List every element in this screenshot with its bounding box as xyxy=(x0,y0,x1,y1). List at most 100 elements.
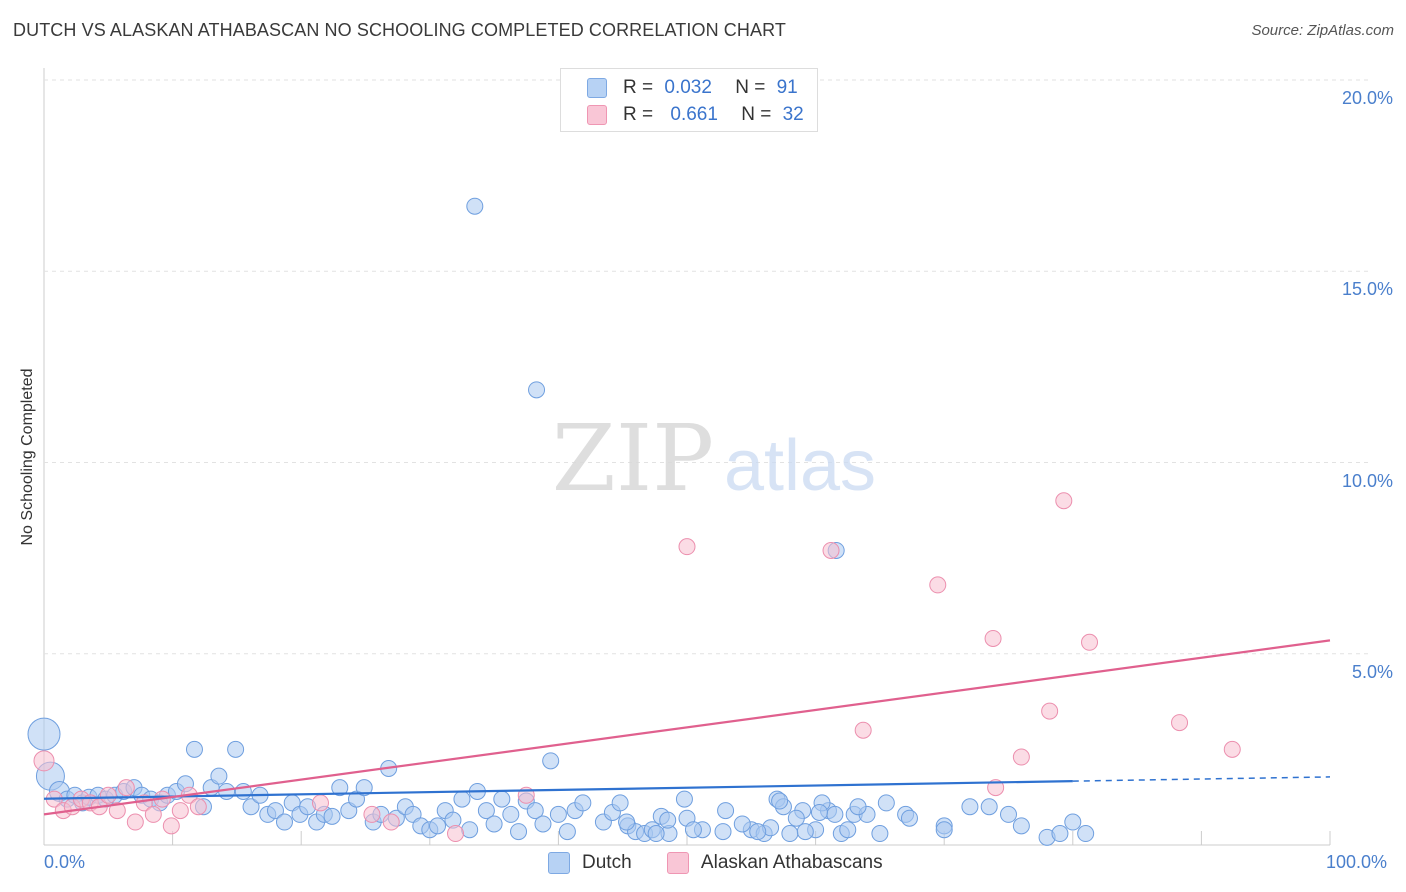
data-point xyxy=(1055,492,1073,510)
legend-swatch-dutch xyxy=(587,77,607,98)
data-point xyxy=(935,821,953,839)
data-point xyxy=(1223,740,1241,758)
data-point xyxy=(275,813,293,831)
y-tick-label: 20.0% xyxy=(1341,88,1393,108)
trend-line-alaskan xyxy=(43,639,1331,816)
data-point xyxy=(659,811,677,829)
data-point xyxy=(1064,813,1082,831)
data-point xyxy=(1081,633,1099,651)
data-point xyxy=(355,779,373,797)
data-point xyxy=(678,538,696,556)
data-point xyxy=(822,541,840,559)
data-point xyxy=(510,823,528,841)
y-tick-label: 5.0% xyxy=(1351,661,1393,682)
data-point xyxy=(558,823,576,841)
data-point xyxy=(171,802,189,820)
data-point xyxy=(242,798,260,816)
data-point xyxy=(854,721,872,739)
data-point xyxy=(1051,825,1069,843)
data-point xyxy=(984,629,1002,647)
data-point xyxy=(877,794,895,812)
legend-item-alaskan[interactable]: Alaskan Athabascans xyxy=(666,852,883,874)
data-point xyxy=(466,197,484,215)
data-point xyxy=(382,813,400,831)
data-point xyxy=(733,815,751,833)
watermark-zip: ZIP xyxy=(552,405,714,512)
data-point xyxy=(647,825,665,843)
legend-row-dutch: R = 0.032 N = 91 xyxy=(587,77,798,99)
data-point xyxy=(1012,748,1030,766)
legend-row-alaskan: R = 0.661 N = 32 xyxy=(587,104,804,126)
data-point xyxy=(126,813,144,831)
data-point xyxy=(461,821,479,839)
data-point xyxy=(771,792,789,810)
data-point xyxy=(749,823,767,841)
data-point xyxy=(99,786,117,804)
data-point xyxy=(453,790,471,808)
data-point xyxy=(987,779,1005,797)
data-point xyxy=(1077,825,1095,843)
data-point xyxy=(542,752,560,770)
data-point xyxy=(574,794,592,812)
legend-swatch-dutch-bottom xyxy=(548,852,570,874)
data-point xyxy=(227,740,245,758)
data-point xyxy=(871,825,889,843)
source-label: Source: ZipAtlas.com xyxy=(1251,22,1394,39)
data-point xyxy=(363,805,381,823)
data-point xyxy=(33,750,55,772)
data-point xyxy=(485,815,503,833)
data-point xyxy=(929,576,947,594)
data-point xyxy=(185,740,203,758)
data-point xyxy=(189,798,207,816)
data-point xyxy=(323,807,341,825)
data-point xyxy=(477,802,495,820)
series-dutch xyxy=(27,197,1095,846)
data-point xyxy=(447,825,465,843)
legend-swatch-alaskan xyxy=(587,104,607,125)
correlation-legend: R = 0.032 N = 91 R = 0.661 N = 32 xyxy=(560,68,818,132)
data-point xyxy=(108,802,126,820)
data-point xyxy=(27,717,61,751)
chart-title: DUTCH VS ALASKAN ATHABASCAN NO SCHOOLING… xyxy=(13,20,786,40)
data-point xyxy=(526,802,544,820)
legend-n-dutch: 91 xyxy=(776,77,798,98)
data-point xyxy=(714,823,732,841)
data-point xyxy=(1012,817,1030,835)
data-point xyxy=(839,821,857,839)
data-point xyxy=(311,794,329,812)
y-tick-label: 10.0% xyxy=(1341,470,1393,491)
data-point xyxy=(1000,805,1017,823)
data-point xyxy=(849,798,867,816)
data-point xyxy=(900,809,918,827)
data-point xyxy=(528,381,546,399)
data-point xyxy=(502,805,520,823)
data-point xyxy=(331,779,349,797)
data-point xyxy=(611,794,629,812)
x-tick-min: 0.0% xyxy=(44,852,86,872)
trend-line-dutch-extension xyxy=(1072,776,1331,782)
legend-r-dutch: 0.032 xyxy=(664,77,712,98)
data-point xyxy=(534,815,552,833)
data-point xyxy=(781,825,799,843)
legend-r-alaskan: 0.661 xyxy=(670,104,718,125)
trend-line-dutch xyxy=(43,780,1073,800)
data-point xyxy=(796,823,814,841)
data-point xyxy=(618,813,636,831)
data-point xyxy=(162,817,180,835)
data-point xyxy=(684,821,702,839)
data-point xyxy=(549,805,567,823)
data-point xyxy=(826,805,844,823)
series-legend: Dutch Alaskan Athabascans xyxy=(548,852,913,874)
legend-item-dutch[interactable]: Dutch xyxy=(548,852,632,874)
data-point xyxy=(980,798,998,816)
watermark-atlas: atlas xyxy=(724,426,876,506)
data-point xyxy=(266,802,284,820)
data-point xyxy=(429,817,447,835)
data-point xyxy=(117,779,135,797)
y-tick-label: 15.0% xyxy=(1341,279,1393,300)
trend-lines xyxy=(43,639,1331,816)
data-point xyxy=(144,805,162,823)
data-point xyxy=(675,790,693,808)
legend-n-alaskan: 32 xyxy=(782,104,804,125)
